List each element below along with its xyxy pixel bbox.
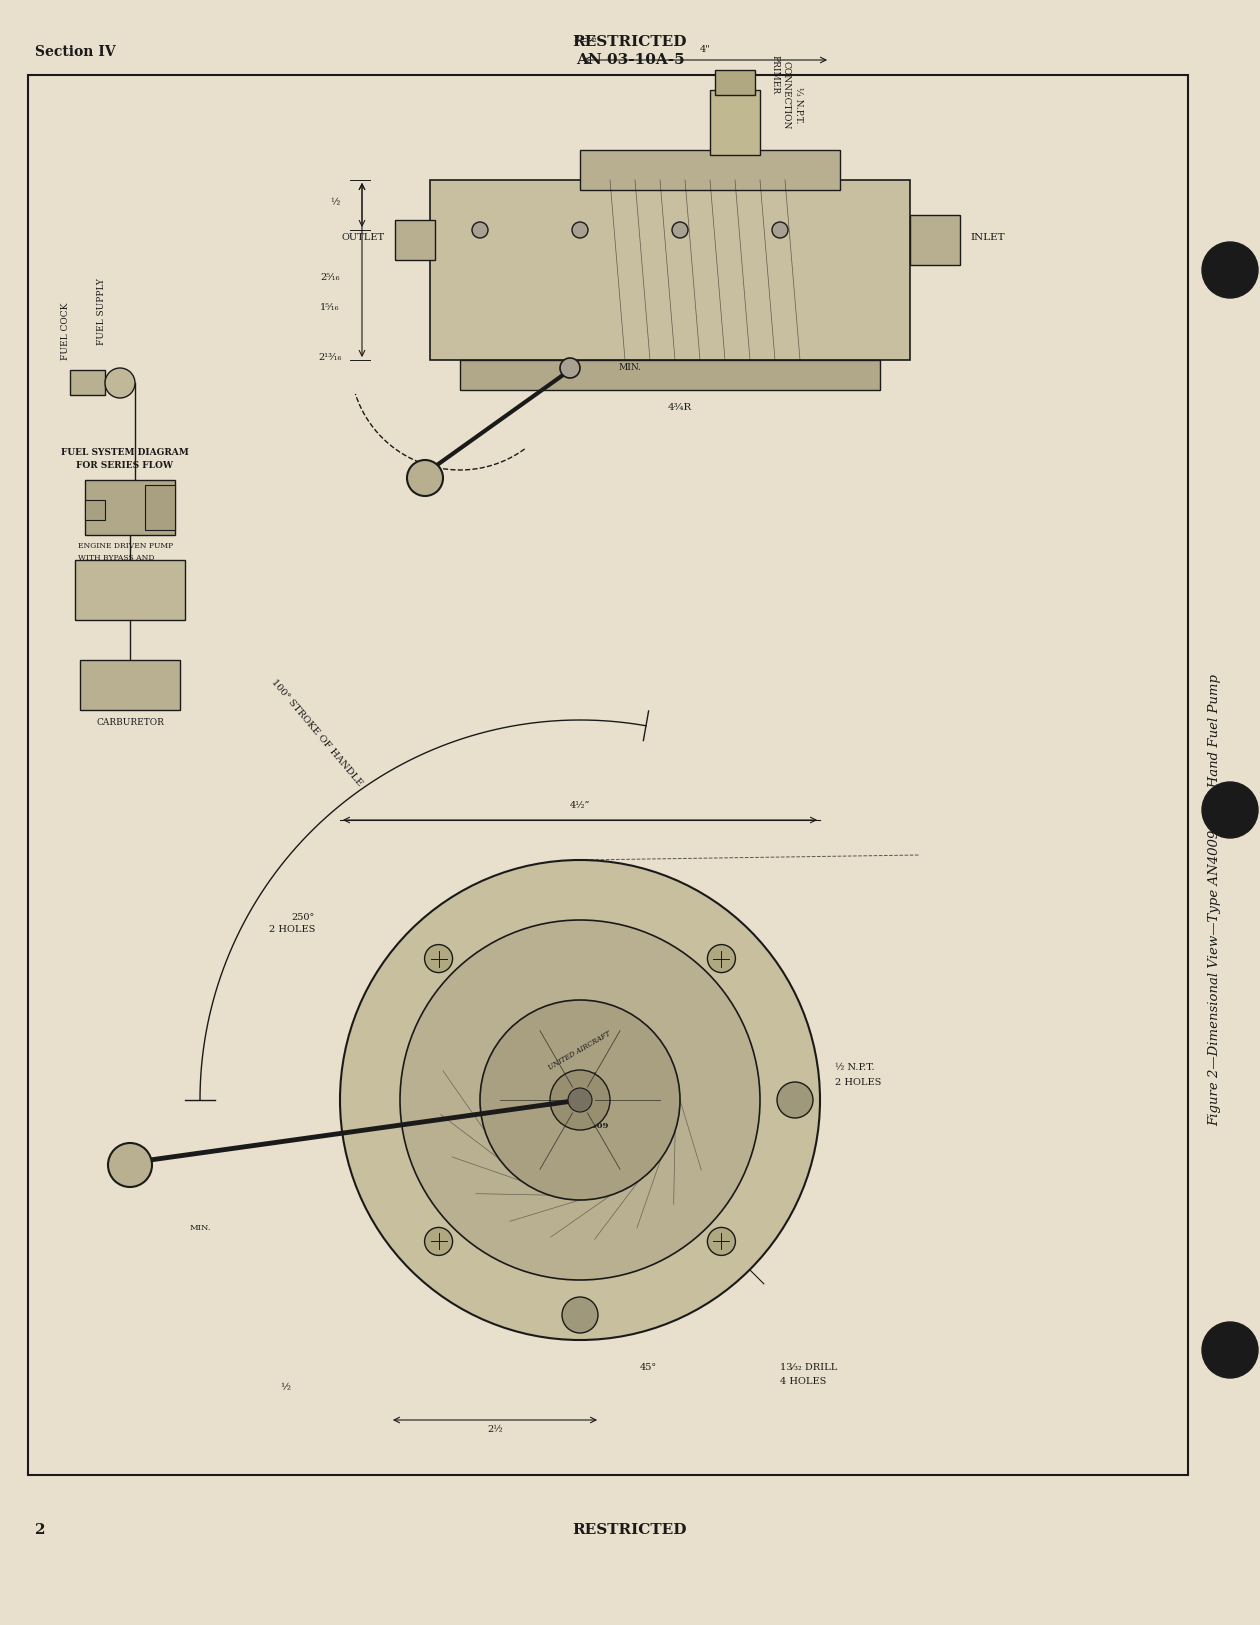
Bar [430, 180, 910, 361]
Circle shape [1202, 1323, 1257, 1378]
Bar [709, 89, 760, 154]
Circle shape [1202, 782, 1257, 838]
Text: ½: ½ [330, 198, 340, 206]
Circle shape [480, 999, 680, 1199]
Text: 3±¹⁄₂: 3±¹⁄₂ [573, 36, 597, 44]
Circle shape [672, 223, 688, 237]
Circle shape [108, 1142, 152, 1186]
Circle shape [551, 1069, 610, 1129]
Text: 2¹³⁄₁₆: 2¹³⁄₁₆ [319, 353, 341, 362]
Text: 100° STROKE OF HANDLE: 100° STROKE OF HANDLE [270, 678, 364, 788]
Text: ENGINE DRIVEN PUMP: ENGINE DRIVEN PUMP [78, 543, 174, 549]
Circle shape [707, 944, 736, 973]
Text: 4¹⁄₂”: 4¹⁄₂” [570, 801, 590, 809]
Text: CONNECTION: CONNECTION [782, 60, 791, 130]
Circle shape [340, 860, 820, 1341]
Bar [76, 561, 185, 621]
Text: 1⁵⁄₁₆: 1⁵⁄₁₆ [320, 302, 340, 312]
Text: Section IV: Section IV [35, 46, 116, 58]
Text: 45°: 45° [640, 1363, 658, 1372]
Text: 13⁄₃₂ DRILL: 13⁄₃₂ DRILL [780, 1363, 838, 1372]
Circle shape [425, 1227, 452, 1256]
Circle shape [399, 920, 760, 1280]
Text: RESTRICTED: RESTRICTED [573, 1523, 687, 1537]
Bar [28, 75, 1188, 1476]
Text: TYPE: TYPE [581, 1108, 600, 1116]
Circle shape [777, 1082, 813, 1118]
Bar [394, 219, 435, 260]
Text: 4": 4" [699, 46, 711, 55]
Text: AN 03-10A-5: AN 03-10A-5 [576, 54, 684, 67]
Text: 2⁵⁄₁₆: 2⁵⁄₁₆ [320, 273, 340, 283]
Text: 2 HOLES: 2 HOLES [835, 1077, 882, 1087]
Text: WITH BYPASS AND: WITH BYPASS AND [78, 554, 155, 562]
Circle shape [472, 223, 488, 237]
Circle shape [407, 460, 444, 496]
Circle shape [1202, 242, 1257, 297]
Text: CARBURETOR: CARBURETOR [96, 718, 164, 726]
Bar [580, 150, 840, 190]
Text: INLET: INLET [970, 234, 1004, 242]
Text: 2 HOLES: 2 HOLES [268, 925, 315, 934]
Bar [71, 370, 105, 395]
Text: 4 HOLES: 4 HOLES [780, 1376, 827, 1386]
Circle shape [559, 358, 580, 379]
Text: 4³⁄₄R: 4³⁄₄R [668, 403, 692, 413]
Text: AN4009: AN4009 [571, 1121, 609, 1129]
Bar [910, 214, 960, 265]
Text: PRIMER: PRIMER [770, 55, 779, 94]
Text: ½: ½ [280, 1383, 290, 1393]
Text: ½ N.P.T.: ½ N.P.T. [835, 1063, 874, 1072]
Text: UNITED AIRCRAFT: UNITED AIRCRAFT [548, 1030, 612, 1072]
Bar [84, 500, 105, 520]
Text: MIN.: MIN. [189, 1224, 210, 1232]
Text: MIN.: MIN. [619, 362, 641, 372]
Circle shape [572, 223, 588, 237]
Circle shape [707, 1227, 736, 1256]
Bar [79, 660, 180, 710]
Bar [460, 361, 879, 390]
Text: 2½: 2½ [488, 1425, 503, 1435]
Circle shape [772, 223, 788, 237]
Text: ⅓ N.P.T.: ⅓ N.P.T. [794, 86, 803, 124]
Text: Figure 2—Dimensional View—Type AN4009 (D-2) Hand Fuel Pump: Figure 2—Dimensional View—Type AN4009 (D… [1208, 674, 1221, 1126]
Text: FUEL SUPPLY: FUEL SUPPLY [97, 278, 107, 344]
Bar [145, 484, 175, 530]
Circle shape [568, 1089, 592, 1112]
Text: FUEL COCK: FUEL COCK [60, 302, 69, 361]
Text: 250°: 250° [292, 913, 315, 921]
Circle shape [105, 367, 135, 398]
Circle shape [562, 1297, 598, 1332]
Text: FUEL SYSTEM DIAGRAM: FUEL SYSTEM DIAGRAM [62, 449, 189, 457]
Text: RESTRICTED: RESTRICTED [573, 36, 687, 49]
Text: FOR SERIES FLOW: FOR SERIES FLOW [77, 461, 174, 470]
Circle shape [425, 944, 452, 973]
Bar [714, 70, 755, 94]
Text: OUTLET: OUTLET [341, 234, 386, 242]
Text: NEEDLE VALVE: NEEDLE VALVE [78, 566, 140, 574]
Text: PROD. INC.: PROD. INC. [559, 1071, 601, 1092]
Bar [84, 479, 175, 535]
Text: 2: 2 [35, 1523, 45, 1537]
